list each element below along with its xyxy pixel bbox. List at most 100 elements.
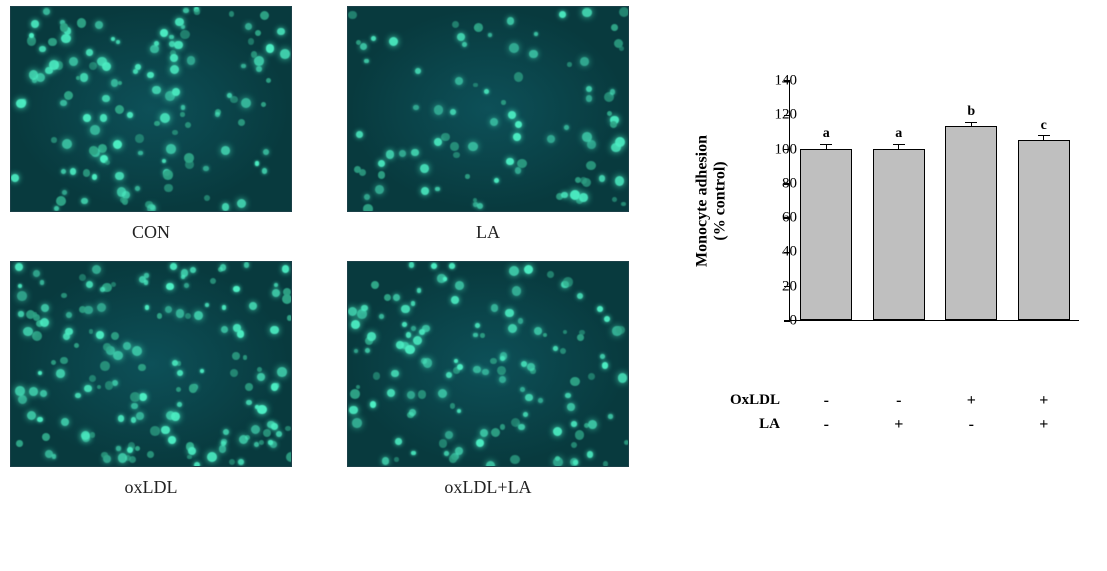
microscopy-dot: [166, 144, 176, 154]
microscopy-dot: [455, 77, 463, 85]
microscopy-dot: [588, 373, 595, 380]
microscopy-dot: [131, 417, 137, 423]
microscopy-dot: [559, 11, 566, 18]
microscopy-dot: [599, 175, 606, 182]
microscopy-dot: [51, 137, 56, 142]
microscopy-dot: [122, 198, 128, 204]
microscopy-dot: [180, 30, 189, 39]
microscopy-dot: [405, 345, 415, 355]
microscopy-dot: [484, 89, 489, 94]
error-cap: [1038, 135, 1050, 136]
microscopy-dot: [582, 178, 591, 187]
microscopy-dot: [509, 43, 519, 53]
microscopy-dot: [499, 376, 506, 383]
microscopy-dot: [139, 393, 147, 401]
microscopy-dot: [579, 193, 588, 202]
microscopy-dot: [51, 360, 57, 366]
microscopy-dot: [394, 457, 399, 462]
microscopy-dot: [113, 351, 122, 360]
microscopy-dot: [560, 348, 566, 354]
microscopy-dot: [123, 342, 131, 350]
bar: [1018, 140, 1070, 320]
microscopy-dot: [145, 305, 149, 309]
microscopy-dot: [364, 194, 370, 200]
microscopy-dot: [172, 88, 180, 96]
microscopy-dot: [61, 169, 66, 174]
microscopy-dot: [190, 267, 196, 273]
microscopy-dot: [393, 294, 400, 301]
microscopy-dot: [570, 377, 580, 387]
microscopy-dot: [48, 38, 57, 47]
microscopy-dot: [604, 316, 611, 323]
microscopy-dot: [270, 326, 279, 335]
microscopy-dot: [514, 72, 523, 81]
microscopy-dot: [586, 95, 593, 102]
microscopy-dot: [210, 278, 216, 284]
microscopy-dot: [567, 62, 572, 67]
microscopy-dot: [74, 343, 79, 348]
microscopy-dot: [61, 293, 66, 298]
microscopy-dot: [282, 265, 290, 273]
microscopy-dot: [176, 309, 185, 318]
y-tick-label: 80: [757, 175, 797, 192]
error-bar: [1043, 136, 1044, 141]
microscopy-dot: [439, 439, 447, 447]
microscopy-dot: [350, 389, 360, 399]
microscopy-dot: [243, 355, 247, 359]
microscopy-dot: [411, 326, 416, 331]
microscopy-dot: [529, 50, 537, 58]
microscopy-image: [10, 261, 292, 467]
y-axis-title-line1: Monocyte adhesion: [693, 135, 711, 267]
microscopy-dot: [603, 461, 609, 467]
microscopy-dot: [157, 313, 162, 318]
error-bar: [826, 144, 827, 149]
microscopy-dot: [452, 21, 459, 28]
microscopy-dot: [54, 206, 59, 211]
microscopy-dot: [457, 364, 463, 370]
microscopy-dot: [473, 202, 478, 207]
microscopy-dot: [490, 118, 498, 126]
microscopy-dot: [111, 79, 118, 86]
microscopy-dot: [494, 178, 499, 183]
x-row-label: OxLDL: [710, 392, 780, 409]
microscopy-dot: [115, 172, 123, 180]
microscopy-dot: [351, 320, 360, 329]
microscopy-dot: [118, 81, 122, 85]
microscopy-dot: [60, 357, 68, 365]
microscopy-dot: [359, 169, 366, 176]
x-row-label: LA: [710, 416, 780, 433]
microscopy-dot: [389, 37, 398, 46]
microscopy-dot: [450, 403, 455, 408]
microscopy-dot: [378, 160, 385, 167]
microscopy-dot: [582, 8, 592, 18]
microscopy-dot: [260, 11, 269, 20]
microscopy-dot: [395, 438, 402, 445]
microscopy-dot: [40, 280, 45, 285]
microscopy-dot: [233, 286, 239, 292]
microscopy-dot: [285, 426, 290, 431]
microscopy-dot: [602, 362, 609, 369]
microscopy-dot: [95, 21, 103, 29]
microscopy-dot: [534, 32, 538, 36]
microscopy-dot: [169, 41, 175, 47]
significance-label: a: [895, 126, 902, 142]
microscopy-dot: [375, 185, 384, 194]
microscopy-dot: [162, 159, 166, 163]
microscopy-dot: [610, 89, 616, 95]
microscopy-dot: [616, 326, 624, 334]
microscopy-dot: [515, 167, 521, 173]
microscopy-dot: [257, 367, 262, 372]
microscopy-dot: [204, 195, 210, 201]
microscopy-dot: [184, 283, 189, 288]
microscopy-dot: [454, 359, 458, 363]
microscopy-dot: [183, 8, 188, 13]
microscopy-dot: [111, 282, 116, 287]
microscopy-dot: [177, 370, 184, 377]
microscopy-cell: CON: [10, 6, 292, 243]
microscopy-dot: [160, 113, 170, 123]
microscopy-dot: [147, 72, 154, 79]
microscopy-dot: [135, 134, 144, 143]
microscopy-dot: [361, 305, 368, 312]
microscopy-dot: [534, 327, 542, 335]
microscopy-dot: [187, 56, 196, 65]
